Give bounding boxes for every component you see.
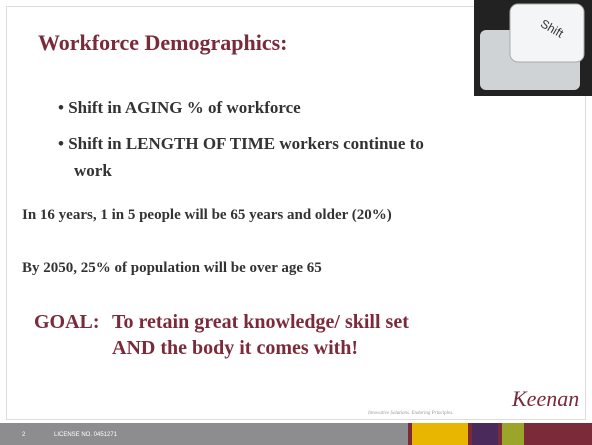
bullet-dot: • (58, 134, 69, 153)
bullet-text: Shift in LENGTH OF TIME workers continue… (68, 134, 424, 180)
logo-tagline: Innovative Solutions. Enduring Principle… (368, 411, 454, 416)
footer-purple (472, 423, 498, 445)
footer-grey (0, 423, 408, 445)
license: LICENSE NO. 0451271 (54, 432, 118, 438)
statement: By 2050, 25% of population will be over … (22, 260, 322, 276)
bullet-dot: • (58, 98, 69, 117)
goal-label: GOAL: (34, 311, 100, 333)
title: Workforce Demographics: (38, 30, 288, 55)
statement: In 16 years, 1 in 5 people will be 65 ye… (22, 207, 392, 223)
goal-line: To retain great knowledge/ skill set (112, 311, 409, 333)
shift-key-image: Shift (474, 0, 592, 96)
bullet: • Shift in AGING % of workforce (58, 94, 454, 121)
key-cap (509, 3, 585, 63)
page-number: 2 (22, 432, 26, 438)
bullet: • Shift in LENGTH OF TIME workers contin… (58, 130, 454, 184)
logo: Keenan (512, 386, 580, 411)
footer-green (502, 423, 524, 445)
bullet-text: Shift in AGING % of workforce (68, 98, 301, 117)
frame (6, 6, 586, 420)
footer-yellow (412, 423, 468, 445)
goal-line: AND the body it comes with! (112, 337, 359, 359)
